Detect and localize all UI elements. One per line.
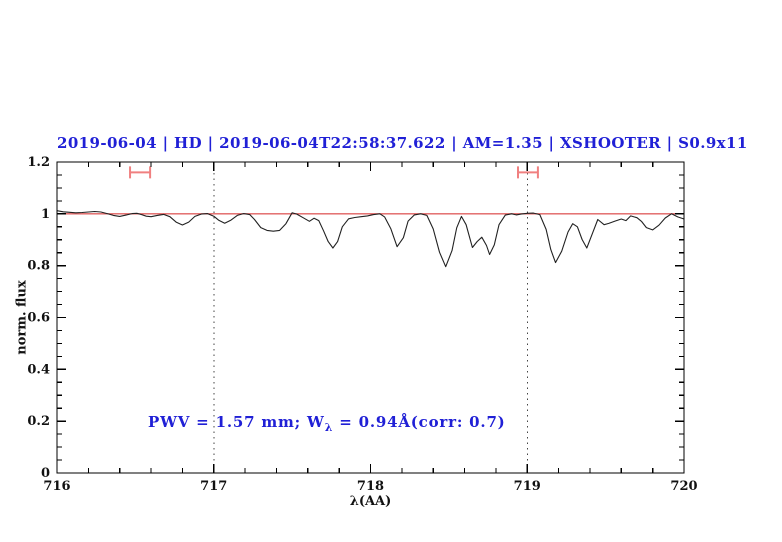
y-tick-label: 0.6 bbox=[27, 311, 50, 326]
y-tick-label: 0 bbox=[41, 466, 50, 481]
x-axis-label: λ(AA) bbox=[349, 494, 392, 509]
y-tick-label: 1 bbox=[41, 207, 50, 222]
x-tick-label: 717 bbox=[200, 479, 227, 494]
x-tick-label: 718 bbox=[357, 479, 384, 494]
pwv-annotation: PWV = 1.57 mm; Wλ = 0.94Å(corr: 0.7) bbox=[148, 413, 506, 434]
x-tick-label: 716 bbox=[43, 479, 70, 494]
y-tick-label: 0.2 bbox=[27, 414, 50, 429]
x-tick-label: 720 bbox=[670, 479, 697, 494]
y-axis-label: norm. flux bbox=[14, 280, 30, 355]
y-tick-label: 1.2 bbox=[27, 155, 50, 170]
pwv-annotation-suffix: = 0.94Å(corr: 0.7) bbox=[333, 413, 506, 431]
plot-title: 2019-06-04 | HD | 2019-06-04T22:58:37.62… bbox=[57, 134, 748, 152]
pwv-annotation-subscript: λ bbox=[324, 421, 334, 434]
y-tick-label: 0.4 bbox=[27, 362, 50, 377]
x-tick-label: 719 bbox=[514, 479, 541, 494]
y-tick-label: 0.8 bbox=[27, 259, 50, 274]
pwv-annotation-prefix: PWV = 1.57 mm; W bbox=[148, 413, 325, 431]
